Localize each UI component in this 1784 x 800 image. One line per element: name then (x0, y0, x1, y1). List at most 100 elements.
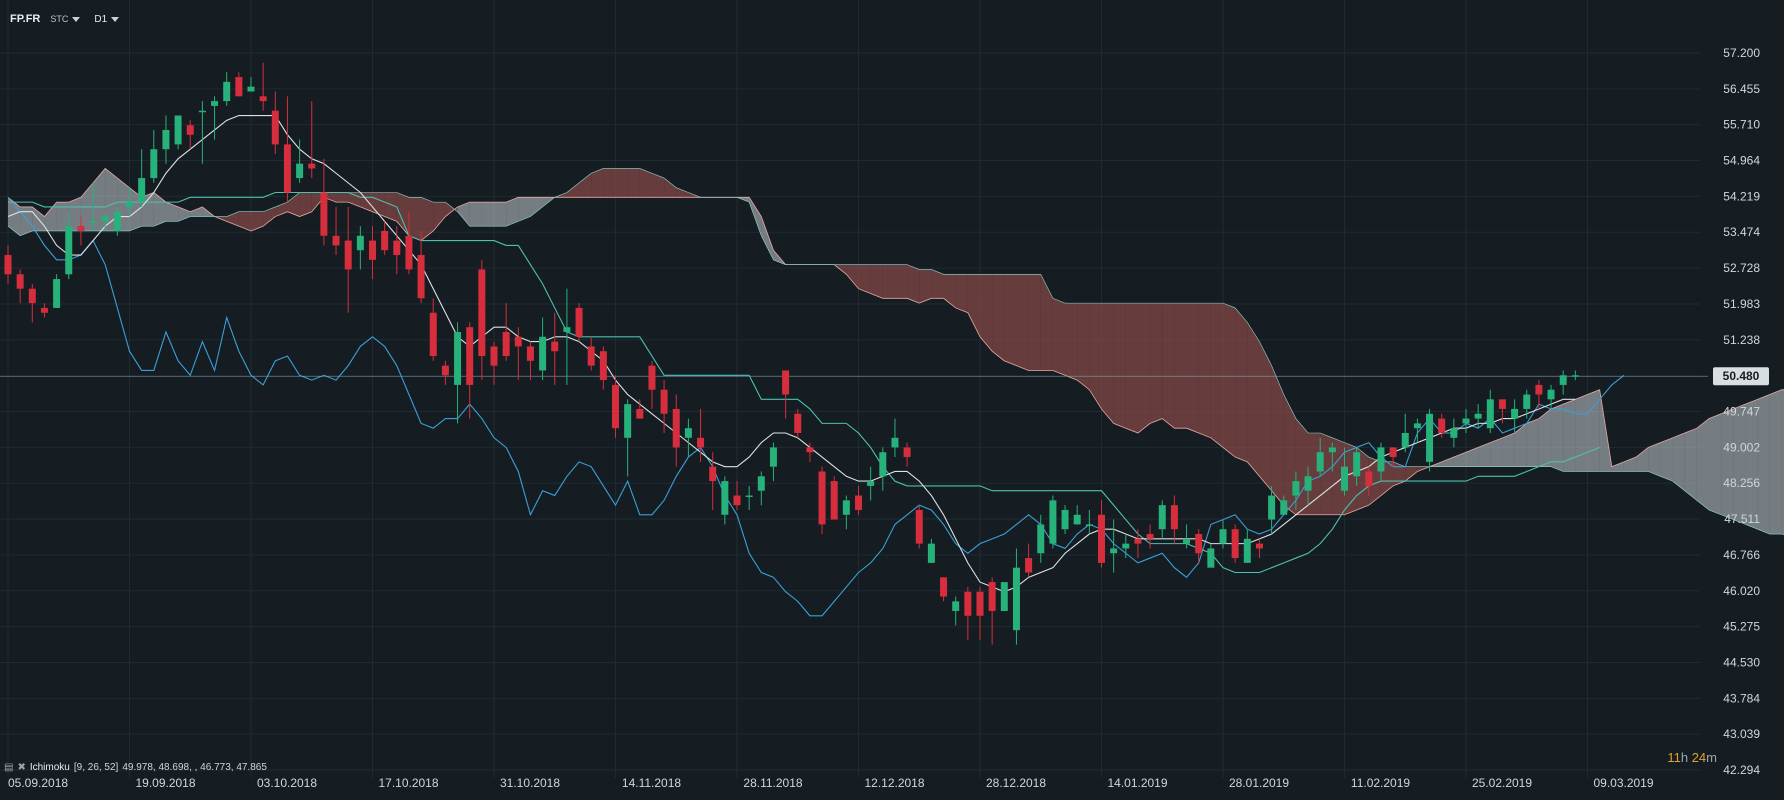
candle-body[interactable] (927, 543, 935, 563)
candle-body[interactable] (296, 163, 304, 179)
candle-body[interactable] (612, 384, 619, 429)
candle-body[interactable] (1365, 471, 1373, 486)
candle-body[interactable] (1438, 418, 1446, 434)
candle-body[interactable] (1195, 534, 1203, 554)
candle-body[interactable] (1110, 548, 1118, 554)
candle-body[interactable] (818, 471, 826, 525)
candle-body[interactable] (259, 96, 267, 102)
candle-body[interactable] (1122, 543, 1130, 549)
candle-body[interactable] (1413, 423, 1421, 429)
candle-body[interactable] (1511, 408, 1519, 419)
candle-body[interactable] (757, 476, 765, 491)
candle-body[interactable] (855, 495, 862, 510)
candle-body[interactable] (769, 447, 777, 467)
symbol-label[interactable]: FP.FR (10, 13, 41, 25)
candlesticks[interactable] (4, 62, 1579, 645)
candle-body[interactable] (867, 481, 875, 486)
candle-body[interactable] (1134, 538, 1142, 544)
candle-body[interactable] (660, 389, 668, 414)
candle-body[interactable] (1389, 447, 1397, 458)
candle-body[interactable] (283, 144, 291, 193)
candle-body[interactable] (684, 428, 692, 438)
indicator-settings-icon[interactable]: ▤ (4, 761, 14, 773)
candle-body[interactable] (441, 365, 449, 376)
candle-body[interactable] (648, 365, 656, 390)
candle-body[interactable] (563, 327, 571, 332)
candle-body[interactable] (1268, 495, 1276, 520)
candle-body[interactable] (782, 370, 790, 395)
candle-body[interactable] (1255, 543, 1263, 549)
candle-body[interactable] (1170, 505, 1178, 530)
candle-body[interactable] (806, 447, 814, 453)
candle-body[interactable] (587, 346, 595, 366)
candle-body[interactable] (381, 230, 389, 251)
candle-body[interactable] (247, 86, 255, 92)
candle-body[interactable] (101, 216, 109, 222)
candle-body[interactable] (478, 269, 486, 357)
candle-body[interactable] (40, 307, 48, 313)
candle-body[interactable] (417, 255, 425, 299)
candle-body[interactable] (915, 509, 923, 544)
candle-body[interactable] (16, 274, 24, 289)
candle-body[interactable] (1474, 413, 1482, 419)
price-axis[interactable]: 57.200 56.455 55.710 54.964 54.219 53.474 52.7… (1723, 46, 1760, 777)
candle-body[interactable] (138, 178, 146, 203)
candle-body[interactable] (1243, 538, 1251, 563)
candle-body[interactable] (1426, 413, 1434, 462)
candle-body[interactable] (369, 240, 376, 260)
candle-body[interactable] (1341, 466, 1348, 491)
candle-body[interactable] (1377, 447, 1385, 472)
candle-body[interactable] (65, 226, 73, 275)
candle-body[interactable] (1280, 500, 1288, 515)
candle-body[interactable] (405, 235, 413, 270)
candle-body[interactable] (733, 495, 741, 506)
candle-body[interactable] (235, 77, 243, 97)
candle-body[interactable] (320, 192, 328, 236)
candle-body[interactable] (1073, 514, 1081, 525)
candle-body[interactable] (1219, 529, 1227, 544)
candle-body[interactable] (1328, 447, 1336, 453)
candle-body[interactable] (77, 226, 85, 231)
candle-body[interactable] (1462, 418, 1470, 424)
candle-body[interactable] (223, 81, 231, 102)
candle-body[interactable] (454, 331, 462, 385)
candle-body[interactable] (1316, 452, 1324, 472)
candle-body[interactable] (830, 481, 838, 520)
candle-body[interactable] (1523, 394, 1531, 409)
candle-body[interactable] (356, 235, 364, 251)
candle-body[interactable] (672, 408, 680, 448)
candle-body[interactable] (28, 288, 36, 304)
candle-body[interactable] (198, 110, 206, 113)
candle-body[interactable] (1486, 399, 1494, 429)
candle-body[interactable] (976, 591, 984, 616)
candle-body[interactable] (1037, 524, 1045, 554)
candle-body[interactable] (697, 437, 705, 448)
candle-body[interactable] (636, 408, 644, 419)
candle-body[interactable] (308, 163, 316, 169)
candle-body[interactable] (1231, 529, 1239, 559)
candle-body[interactable] (502, 331, 510, 357)
candle-body[interactable] (1401, 433, 1409, 448)
candle-body[interactable] (1559, 375, 1567, 385)
candle-body[interactable] (1049, 500, 1057, 544)
time-axis[interactable]: 05.09.2018 19.09.2018 03.10.2018 17.10.2018… (8, 776, 1654, 790)
candle-body[interactable] (709, 466, 717, 482)
candle-body[interactable] (174, 115, 182, 145)
candle-body[interactable] (721, 481, 729, 515)
candle-body[interactable] (1304, 476, 1312, 491)
candle-body[interactable] (794, 413, 802, 434)
candle-body[interactable] (879, 452, 887, 477)
candle-body[interactable] (575, 307, 583, 337)
candle-body[interactable] (1292, 481, 1300, 496)
candle-body[interactable] (891, 437, 899, 448)
candle-body[interactable] (964, 591, 972, 616)
close-icon[interactable]: ✖ (17, 761, 26, 773)
candle-body[interactable] (344, 240, 352, 270)
candle-body[interactable] (1547, 389, 1555, 400)
candle-body[interactable] (1000, 582, 1008, 611)
candle-body[interactable] (526, 346, 534, 361)
candle-body[interactable] (940, 577, 948, 597)
candle-body[interactable] (150, 149, 158, 179)
candle-body[interactable] (271, 110, 279, 145)
